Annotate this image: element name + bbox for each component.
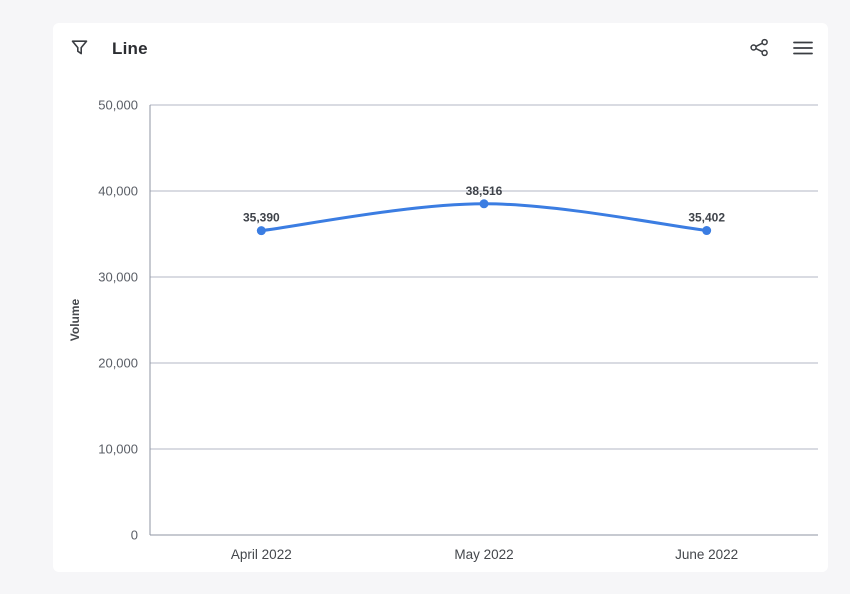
filter-icon	[70, 38, 89, 60]
share-icon	[749, 38, 770, 60]
header-left-group: Line	[66, 36, 148, 62]
y-axis-tick-label: 40,000	[98, 184, 138, 199]
data-point-label: 35,390	[243, 211, 280, 225]
y-axis-tick-label: 0	[131, 528, 138, 543]
y-axis-tick-label: 10,000	[98, 442, 138, 457]
y-axis-tick-label: 30,000	[98, 270, 138, 285]
menu-icon	[793, 40, 813, 59]
line-chart[interactable]: 0 10,000 20,000 30,000 40,000 50,000 Volume Apr…	[53, 23, 828, 572]
data-point[interactable]	[256, 226, 266, 236]
share-button[interactable]	[746, 36, 772, 62]
data-point-label: 38,516	[466, 184, 503, 198]
x-axis-label: April 2022	[231, 547, 292, 562]
menu-button[interactable]	[790, 36, 816, 62]
data-point-label: 35,402	[688, 211, 725, 225]
header-right-group	[728, 36, 816, 62]
data-point[interactable]	[479, 199, 489, 209]
chart-card-header: Line	[53, 23, 828, 75]
data-point[interactable]	[702, 226, 712, 236]
y-axis-tick-label: 20,000	[98, 356, 138, 371]
chart-title: Line	[112, 39, 148, 58]
chart-card: Line	[53, 23, 828, 572]
x-axis-label: June 2022	[675, 547, 738, 562]
x-axis-label: May 2022	[454, 547, 513, 562]
y-axis-title: Volume	[68, 298, 82, 341]
y-axis-tick-label: 50,000	[98, 98, 138, 113]
filter-button[interactable]	[66, 36, 92, 62]
